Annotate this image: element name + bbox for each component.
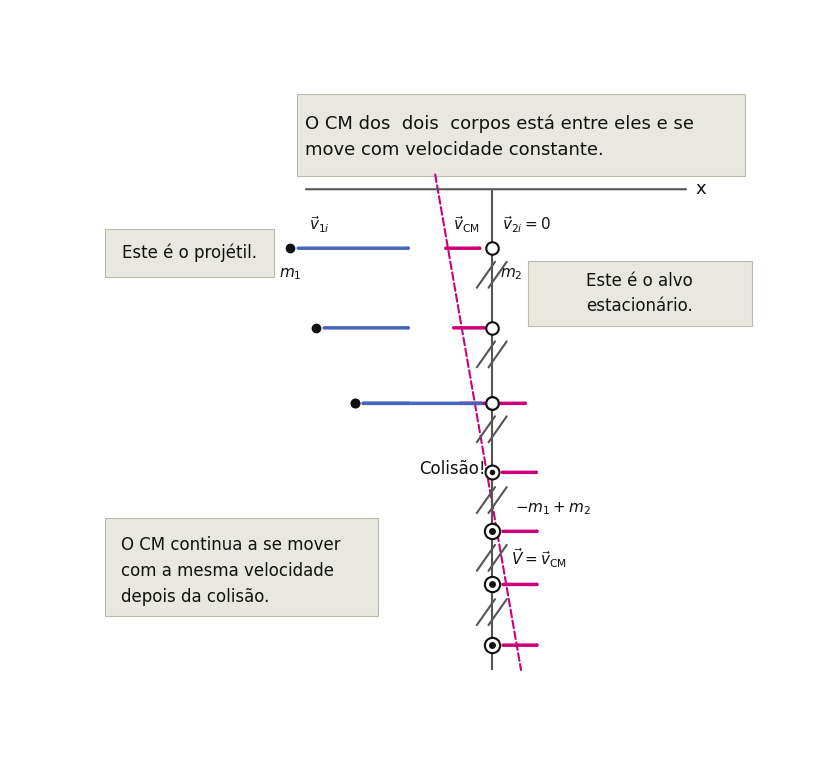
- Text: $\vec{v}_{2i}=0$: $\vec{v}_{2i}=0$: [502, 214, 550, 235]
- Text: $\vec{v}_{1i}$: $\vec{v}_{1i}$: [309, 214, 330, 235]
- Text: x: x: [696, 180, 706, 198]
- Text: O CM dos  dois  corpos está entre eles e se
move com velocidade constante.: O CM dos dois corpos está entre eles e s…: [305, 115, 694, 159]
- FancyBboxPatch shape: [105, 519, 378, 616]
- Text: $m_2$: $m_2$: [499, 266, 522, 282]
- Text: O CM continua a se mover
com a mesma velocidade
depois da colisão.: O CM continua a se mover com a mesma vel…: [121, 536, 341, 606]
- FancyBboxPatch shape: [528, 261, 752, 326]
- FancyBboxPatch shape: [105, 229, 274, 277]
- Text: Este é o projétil.: Este é o projétil.: [122, 244, 257, 262]
- Text: $\vec{V}=\vec{v}_{\mathrm{CM}}$: $\vec{V}=\vec{v}_{\mathrm{CM}}$: [511, 546, 567, 570]
- Text: Colisão!: Colisão!: [419, 460, 485, 479]
- Text: Este é o alvo
estacionário.: Este é o alvo estacionário.: [586, 272, 693, 316]
- Text: $- m_1 + m_2$: $- m_1 + m_2$: [514, 500, 591, 516]
- Text: $\vec{v}_{\mathrm{CM}}$: $\vec{v}_{\mathrm{CM}}$: [453, 214, 480, 235]
- Text: $m_1$: $m_1$: [279, 266, 301, 282]
- FancyBboxPatch shape: [297, 94, 745, 175]
